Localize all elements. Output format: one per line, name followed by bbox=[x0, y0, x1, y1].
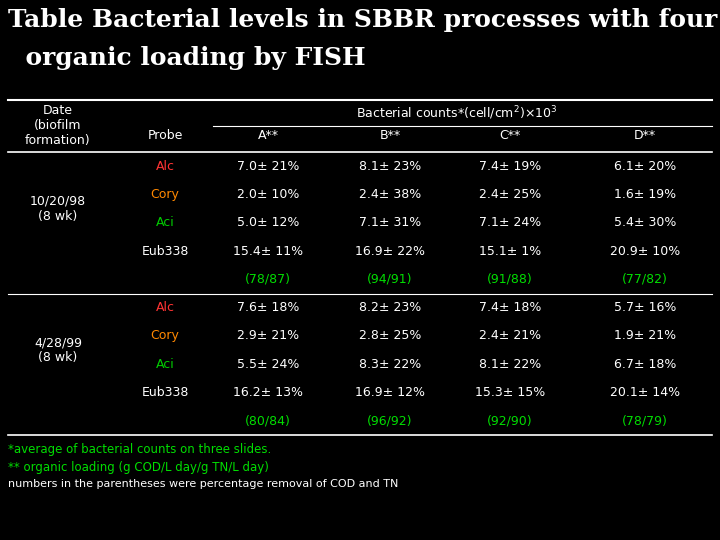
Text: (80/84): (80/84) bbox=[245, 414, 291, 427]
Text: 7.6± 18%: 7.6± 18% bbox=[237, 301, 300, 314]
Text: 10/20/98
(8 wk): 10/20/98 (8 wk) bbox=[30, 194, 86, 222]
Text: (78/87): (78/87) bbox=[245, 273, 291, 286]
Text: 15.3± 15%: 15.3± 15% bbox=[475, 386, 545, 399]
Text: 4/28/99
(8 wk): 4/28/99 (8 wk) bbox=[34, 336, 82, 364]
Text: 2.4± 21%: 2.4± 21% bbox=[479, 329, 541, 342]
Text: ** organic loading (g COD/L day/g TN/L day): ** organic loading (g COD/L day/g TN/L d… bbox=[8, 461, 269, 474]
Text: Aci: Aci bbox=[156, 216, 174, 229]
Text: (94/91): (94/91) bbox=[367, 273, 413, 286]
Text: 1.6± 19%: 1.6± 19% bbox=[614, 188, 676, 201]
Text: 2.8± 25%: 2.8± 25% bbox=[359, 329, 421, 342]
Text: 7.4± 19%: 7.4± 19% bbox=[479, 160, 541, 173]
Text: 20.9± 10%: 20.9± 10% bbox=[610, 245, 680, 258]
Text: 15.4± 11%: 15.4± 11% bbox=[233, 245, 303, 258]
Text: 5.5± 24%: 5.5± 24% bbox=[237, 357, 300, 371]
Text: 7.4± 18%: 7.4± 18% bbox=[479, 301, 541, 314]
Text: 20.1± 14%: 20.1± 14% bbox=[610, 386, 680, 399]
Text: 2.9± 21%: 2.9± 21% bbox=[237, 329, 299, 342]
Text: Cory: Cory bbox=[150, 329, 179, 342]
Text: 5.7± 16%: 5.7± 16% bbox=[614, 301, 676, 314]
Text: (78/79): (78/79) bbox=[622, 414, 668, 427]
Text: 6.1± 20%: 6.1± 20% bbox=[614, 160, 676, 173]
Text: (96/92): (96/92) bbox=[367, 414, 413, 427]
Text: 2.0± 10%: 2.0± 10% bbox=[237, 188, 300, 201]
Text: Probe: Probe bbox=[148, 129, 183, 142]
Text: (91/88): (91/88) bbox=[487, 273, 533, 286]
Text: 7.1± 31%: 7.1± 31% bbox=[359, 216, 421, 229]
Text: Bacterial counts*(cell/cm$^2$)$\times$10$^3$: Bacterial counts*(cell/cm$^2$)$\times$10… bbox=[356, 104, 557, 122]
Text: D**: D** bbox=[634, 129, 656, 142]
Text: *average of bacterial counts on three slides.: *average of bacterial counts on three sl… bbox=[8, 443, 271, 456]
Text: 7.0± 21%: 7.0± 21% bbox=[237, 160, 300, 173]
Text: 15.1± 1%: 15.1± 1% bbox=[479, 245, 541, 258]
Text: Alc: Alc bbox=[156, 301, 174, 314]
Text: Aci: Aci bbox=[156, 357, 174, 371]
Text: Cory: Cory bbox=[150, 188, 179, 201]
Text: 8.3± 22%: 8.3± 22% bbox=[359, 357, 421, 371]
Text: C**: C** bbox=[500, 129, 521, 142]
Text: (77/82): (77/82) bbox=[622, 273, 668, 286]
Text: 16.2± 13%: 16.2± 13% bbox=[233, 386, 303, 399]
Text: 2.4± 38%: 2.4± 38% bbox=[359, 188, 421, 201]
Text: A**: A** bbox=[258, 129, 279, 142]
Text: 2.4± 25%: 2.4± 25% bbox=[479, 188, 541, 201]
Text: (92/90): (92/90) bbox=[487, 414, 533, 427]
Text: 8.1± 23%: 8.1± 23% bbox=[359, 160, 421, 173]
Text: 16.9± 22%: 16.9± 22% bbox=[355, 245, 425, 258]
Text: 5.4± 30%: 5.4± 30% bbox=[614, 216, 676, 229]
Text: Eub338: Eub338 bbox=[141, 245, 189, 258]
Text: numbers in the parentheses were percentage removal of COD and TN: numbers in the parentheses were percenta… bbox=[8, 479, 398, 489]
Text: organic loading by FISH: organic loading by FISH bbox=[8, 46, 366, 70]
Text: B**: B** bbox=[379, 129, 400, 142]
Text: Eub338: Eub338 bbox=[141, 386, 189, 399]
Text: 6.7± 18%: 6.7± 18% bbox=[614, 357, 676, 371]
Text: Date
(biofilm
formation): Date (biofilm formation) bbox=[25, 104, 91, 147]
Text: 7.1± 24%: 7.1± 24% bbox=[479, 216, 541, 229]
Text: 8.1± 22%: 8.1± 22% bbox=[479, 357, 541, 371]
Text: 8.2± 23%: 8.2± 23% bbox=[359, 301, 421, 314]
Text: Table Bacterial levels in SBBR processes with four: Table Bacterial levels in SBBR processes… bbox=[8, 8, 717, 32]
Text: 1.9± 21%: 1.9± 21% bbox=[614, 329, 676, 342]
Text: 5.0± 12%: 5.0± 12% bbox=[237, 216, 300, 229]
Text: 16.9± 12%: 16.9± 12% bbox=[355, 386, 425, 399]
Text: Alc: Alc bbox=[156, 160, 174, 173]
